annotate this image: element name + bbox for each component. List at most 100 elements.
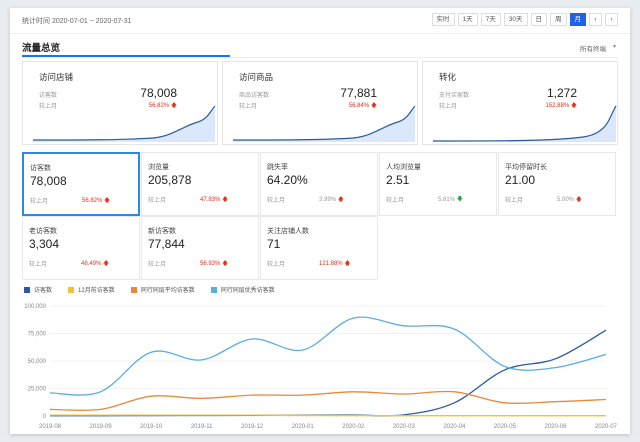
x-tick-label: 2020-06 — [544, 424, 567, 430]
card-compare-label: 较上月 — [39, 104, 58, 110]
arrow-up-icon: 🡅 — [344, 261, 351, 267]
metric-change: 5.00% 🡅 — [557, 197, 582, 203]
legend-swatch — [210, 286, 217, 293]
card-label: 商品访客数 — [239, 93, 270, 99]
arrow-up-icon: 🡅 — [222, 261, 229, 267]
card-title: 转化 — [439, 72, 457, 82]
chart-legend: 访客数 12月前访客数 同行同层平均访客数 同行同层优秀访客数 — [24, 285, 275, 294]
sparkline — [232, 105, 416, 142]
range-button-week[interactable]: 周 — [550, 13, 567, 26]
metric-label: 访客数 — [30, 165, 51, 172]
card-value: 78,008 — [140, 86, 177, 100]
summary-card-product[interactable]: 访问商品 商品访客数 77,881 较上月 56.84% 🡅 — [222, 61, 418, 145]
x-tick-label: 2020-04 — [443, 424, 466, 430]
y-tick-label: 75,000 — [28, 332, 47, 338]
x-tick-label: 2019-09 — [90, 424, 113, 430]
metric-avg-duration[interactable]: 平均停留时长 21.00 较上月 5.00% 🡅 — [498, 152, 616, 216]
legend-swatch — [68, 286, 75, 293]
metric-change: 47.83% 🡅 — [200, 197, 229, 203]
next-period-button[interactable]: › — [605, 13, 618, 26]
card-label: 支付买家数 — [439, 93, 470, 99]
metric-change: 3.99% 🡅 — [319, 197, 344, 203]
top-bar: 统计时间 2020-07-01 ~ 2020-07-31 实时 1天 7天 30… — [10, 8, 630, 34]
series-line[interactable] — [49, 316, 607, 396]
metric-value: 21.00 — [505, 173, 536, 187]
x-tick-label: 2020-01 — [292, 424, 315, 430]
metric-compare-label: 较上月 — [148, 198, 167, 204]
y-tick-label: 25,000 — [28, 387, 47, 393]
metric-compare-label: 较上月 — [267, 262, 286, 268]
metric-label: 跳失率 — [267, 164, 288, 171]
metric-change: 56.82% 🡅 — [82, 198, 111, 204]
metric-compare-label: 较上月 — [148, 262, 167, 268]
channel-select[interactable]: 所有终端 — [580, 46, 606, 53]
metric-value: 3,304 — [29, 237, 60, 251]
arrow-up-icon: 🡅 — [570, 103, 577, 109]
summary-card-store[interactable]: 访问店铺 访客数 78,008 较上月 56.82% 🡅 — [22, 61, 218, 145]
prev-period-button[interactable]: ‹ — [589, 13, 602, 26]
chevron-down-icon[interactable]: ▾ — [612, 44, 616, 50]
range-button-realtime[interactable]: 实时 — [431, 13, 455, 26]
summary-card-conversion[interactable]: 转化 支付买家数 1,272 较上月 152.88% 🡅 — [422, 61, 618, 145]
metric-compare-label: 较上月 — [29, 262, 48, 268]
card-value: 1,272 — [546, 86, 577, 100]
arrow-up-icon: 🡅 — [370, 103, 377, 109]
y-tick-label: 50,000 — [28, 359, 47, 365]
metric-compare-label: 较上月 — [386, 198, 405, 204]
range-button-30d[interactable]: 30天 — [503, 13, 528, 26]
card-label: 访客数 — [39, 93, 58, 99]
sparkline — [32, 105, 216, 142]
card-change: 152.88% 🡅 — [545, 103, 577, 109]
arrow-up-icon: 🡅 — [222, 197, 229, 203]
app-frame: 统计时间 2020-07-01 ~ 2020-07-31 实时 1天 7天 30… — [10, 8, 630, 434]
metric-label: 浏览量 — [148, 164, 169, 171]
card-change: 56.82% 🡅 — [148, 103, 177, 109]
metric-label: 平均停留时长 — [505, 164, 547, 171]
metric-value: 64.20% — [267, 173, 308, 187]
metric-bounce-rate[interactable]: 跳失率 64.20% 较上月 3.99% 🡅 — [260, 152, 378, 216]
legend-item[interactable]: 同行同层优秀访客数 — [210, 285, 275, 294]
metric-avg-pageviews[interactable]: 人均浏览量 2.51 较上月 5.61% 🡇 — [379, 152, 497, 216]
range-button-day[interactable]: 日 — [530, 13, 547, 26]
card-change: 56.84% 🡅 — [348, 103, 377, 109]
arrow-down-icon: 🡇 — [456, 197, 463, 203]
card-title: 访问商品 — [239, 72, 274, 82]
range-button-1d[interactable]: 1天 — [457, 13, 478, 26]
metric-new-visitors[interactable]: 新访客数 77,844 较上月 56.93% 🡅 — [141, 216, 259, 280]
series-line[interactable] — [49, 390, 607, 412]
metric-store-followers[interactable]: 关注店铺人数 71 较上月 121.88% 🡅 — [260, 216, 378, 280]
divider — [22, 57, 618, 58]
legend-item[interactable]: 同行同层平均访客数 — [130, 285, 195, 294]
metric-value: 205,878 — [148, 173, 192, 187]
trend-chart: 100,000 75,000 50,000 25,000 0 2019-08 2019-09… — [24, 304, 617, 430]
metric-visitors[interactable]: 访客数 78,008 较上月 56.82% 🡅 — [22, 152, 140, 216]
metric-compare-label: 较上月 — [30, 199, 49, 205]
y-tick-label: 100,000 — [24, 304, 46, 310]
metric-value: 77,844 — [148, 237, 185, 251]
card-title: 访问店铺 — [39, 72, 74, 82]
range-button-group: 实时 1天 7天 30天 日 周 月 ‹ › — [431, 13, 618, 26]
legend-item[interactable]: 12月前访客数 — [68, 285, 115, 294]
arrow-up-icon: 🡅 — [103, 261, 110, 267]
range-button-7d[interactable]: 7天 — [480, 13, 501, 26]
x-tick-label: 2019-08 — [39, 424, 62, 430]
metric-change: 121.88% 🡅 — [319, 261, 351, 267]
date-range-label: 统计时间 2020-07-01 ~ 2020-07-31 — [22, 18, 132, 25]
arrow-up-icon: 🡅 — [104, 198, 111, 204]
x-tick-label: 2020-03 — [393, 424, 416, 430]
legend-item[interactable]: 访客数 — [24, 285, 52, 294]
sparkline — [432, 105, 617, 142]
metric-value: 78,008 — [30, 174, 67, 188]
metric-returning-visitors[interactable]: 老访客数 3,304 较上月 48.49% 🡅 — [22, 216, 140, 280]
metric-change: 48.49% 🡅 — [81, 261, 110, 267]
y-tick-label: 0 — [43, 414, 47, 420]
series-line[interactable] — [49, 414, 606, 417]
x-tick-label: 2020-02 — [342, 424, 365, 430]
range-button-month[interactable]: 月 — [569, 13, 586, 26]
arrow-up-icon: 🡅 — [337, 197, 344, 203]
legend-swatch — [130, 286, 137, 293]
x-tick-label: 2019-12 — [241, 424, 264, 430]
metric-value: 71 — [267, 237, 281, 251]
arrow-up-icon: 🡅 — [575, 197, 582, 203]
metric-pageviews[interactable]: 浏览量 205,878 较上月 47.83% 🡅 — [141, 152, 259, 216]
